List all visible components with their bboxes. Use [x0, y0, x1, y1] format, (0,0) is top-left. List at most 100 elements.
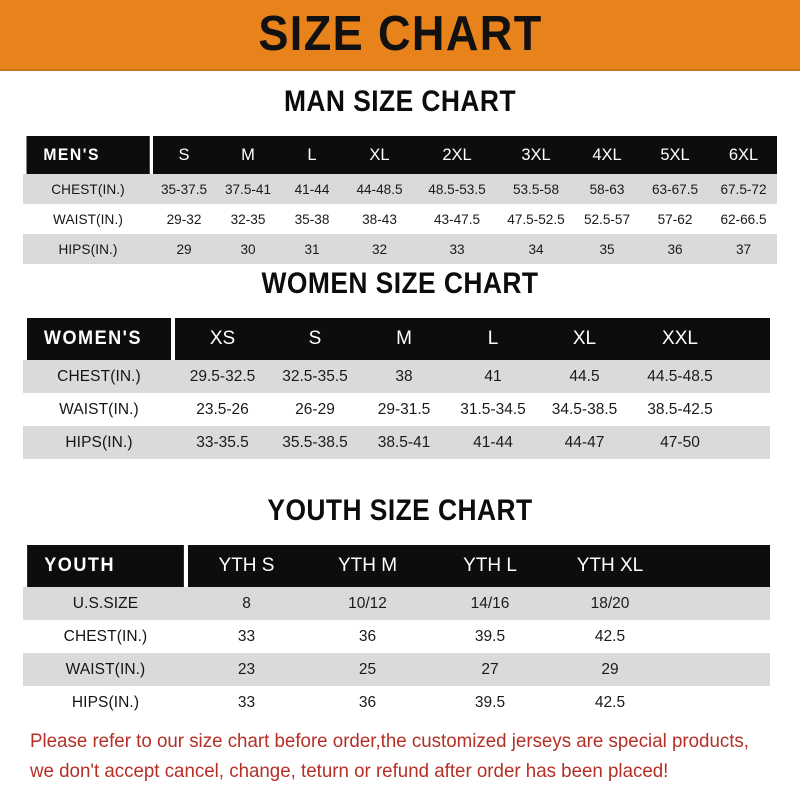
men-cell-r0-c0: 35-37.5	[153, 174, 215, 204]
men-size-header-7: 5XL	[640, 136, 710, 174]
youth-row-label-0: U.S.SIZE	[23, 587, 188, 620]
youth-size-table: YOUTH YTH S YTH M YTH L YTH XL U.S.SIZE 8 10/1…	[23, 545, 770, 719]
women-cell-r1-c0: 23.5-26	[175, 393, 270, 426]
women-row-label-2: HIPS(IN.)	[23, 426, 175, 459]
table-row: WAIST(IN.) 29-32 32-35 35-38 38-43 43-47.5 47.…	[23, 204, 777, 234]
youth-chart-heading: YOUTH SIZE CHART	[267, 494, 533, 527]
youth-cell-r1-c1: 36	[305, 620, 430, 653]
women-cell-r0-c5: 44.5-48.5	[631, 360, 729, 393]
women-cell-r1-c2: 29-31.5	[360, 393, 448, 426]
women-size-header-4: XL	[538, 318, 631, 360]
men-cell-r0-c6: 58-63	[574, 174, 640, 204]
women-chart-heading: WOMEN SIZE CHART	[261, 267, 539, 300]
men-corner-label: MEN'S	[26, 136, 150, 174]
youth-size-header-2: YTH L	[430, 545, 550, 587]
youth-size-header-0: YTH S	[188, 545, 305, 587]
men-cell-r0-c1: 37.5-41	[215, 174, 281, 204]
men-cell-r1-c7: 57-62	[640, 204, 710, 234]
youth-cell-r0-c1: 10/12	[305, 587, 430, 620]
men-size-table: MEN'S S M L XL 2XL 3XL 4XL 5XL 6XL CHEST(IN.) 35-37…	[23, 136, 777, 264]
men-cell-r1-c8: 62-66.5	[710, 204, 777, 234]
women-size-header-3: L	[448, 318, 538, 360]
men-chart-heading: MAN SIZE CHART	[283, 85, 517, 118]
table-row: CHEST(IN.) 29.5-32.5 32.5-35.5 38 41 44.5 44.5…	[23, 360, 770, 393]
men-row-label-0: CHEST(IN.)	[23, 174, 153, 204]
youth-cell-r2-c2: 27	[430, 653, 550, 686]
table-row: WAIST(IN.) 23.5-26 26-29 29-31.5 31.5-34.5 34…	[23, 393, 770, 426]
women-cell-r0-c1: 32.5-35.5	[270, 360, 360, 393]
men-row-label-1: WAIST(IN.)	[23, 204, 153, 234]
men-cell-r1-c1: 32-35	[215, 204, 281, 234]
youth-cell-r1-c0: 33	[188, 620, 305, 653]
women-header-spacer	[729, 318, 770, 360]
women-size-header-5: XXL	[631, 318, 729, 360]
page-title: SIZE CHART	[257, 7, 543, 61]
men-row-label-2: HIPS(IN.)	[23, 234, 153, 264]
women-size-header-2: M	[360, 318, 448, 360]
women-size-table: WOMEN'S XS S M L XL XXL CHEST(IN.) 29.5-32.5 32.…	[23, 318, 770, 459]
table-row: U.S.SIZE 8 10/12 14/16 18/20	[23, 587, 770, 620]
table-row: CHEST(IN.) 35-37.5 37.5-41 41-44 44-48.5 48.5…	[23, 174, 777, 204]
men-size-header-3: XL	[343, 136, 416, 174]
disclaimer-line-1: Please refer to our size chart before or…	[30, 730, 749, 752]
men-cell-r2-c2: 31	[281, 234, 343, 264]
youth-row-label-2: WAIST(IN.)	[23, 653, 188, 686]
youth-row-label-1: CHEST(IN.)	[23, 620, 188, 653]
men-size-header-5: 3XL	[498, 136, 574, 174]
youth-cell-r3-c2: 39.5	[430, 686, 550, 719]
women-table: WOMEN'S XS S M L XL XXL CHEST(IN.) 29.5-32.5 32.…	[23, 318, 770, 459]
men-table: MEN'S S M L XL 2XL 3XL 4XL 5XL 6XL CHEST(IN.) 35-37…	[23, 136, 777, 264]
men-cell-r1-c6: 52.5-57	[574, 204, 640, 234]
youth-cell-r2-c1: 25	[305, 653, 430, 686]
youth-cell-r2-c3: 29	[550, 653, 670, 686]
disclaimer-line-2: we don't accept cancel, change, teturn o…	[30, 760, 669, 782]
men-cell-r0-c8: 67.5-72	[710, 174, 777, 204]
men-cell-r2-c6: 35	[574, 234, 640, 264]
women-cell-r2-c4: 44-47	[538, 426, 631, 459]
men-size-header-0: S	[153, 136, 215, 174]
youth-cell-r1-c3: 42.5	[550, 620, 670, 653]
men-cell-r2-c7: 36	[640, 234, 710, 264]
men-cell-r1-c2: 35-38	[281, 204, 343, 234]
men-size-header-2: L	[281, 136, 343, 174]
women-cell-r0-c4: 44.5	[538, 360, 631, 393]
men-cell-r1-c4: 43-47.5	[416, 204, 498, 234]
youth-size-header-1: YTH M	[305, 545, 430, 587]
women-size-header-1: S	[270, 318, 360, 360]
youth-cell-r1-c2: 39.5	[430, 620, 550, 653]
men-cell-r0-c4: 48.5-53.5	[416, 174, 498, 204]
youth-corner-label: YOUTH	[27, 545, 184, 587]
table-row: HIPS(IN.) 29 30 31 32 33 34 35 36 37	[23, 234, 777, 264]
men-cell-r2-c8: 37	[710, 234, 777, 264]
youth-size-header-3: YTH XL	[550, 545, 670, 587]
men-size-header-8: 6XL	[710, 136, 777, 174]
page-banner: SIZE CHART	[0, 0, 800, 71]
men-cell-r2-c5: 34	[498, 234, 574, 264]
section-heading-men: MAN SIZE CHART	[0, 85, 800, 119]
men-cell-r0-c2: 41-44	[281, 174, 343, 204]
youth-cell-r3-c3: 42.5	[550, 686, 670, 719]
section-heading-women: WOMEN SIZE CHART	[0, 267, 800, 301]
men-size-header-4: 2XL	[416, 136, 498, 174]
women-cell-r2-c0: 33-35.5	[175, 426, 270, 459]
women-cell-spacer	[729, 360, 770, 393]
women-cell-r0-c2: 38	[360, 360, 448, 393]
youth-cell-r0-c0: 8	[188, 587, 305, 620]
women-cell-r2-c2: 38.5-41	[360, 426, 448, 459]
footer-disclaimer: Please refer to our size chart before or…	[30, 726, 778, 786]
men-size-header-1: M	[215, 136, 281, 174]
men-cell-r0-c7: 63-67.5	[640, 174, 710, 204]
women-cell-spacer	[729, 426, 770, 459]
youth-cell-spacer	[670, 587, 770, 620]
men-cell-r2-c0: 29	[153, 234, 215, 264]
women-row-label-1: WAIST(IN.)	[23, 393, 175, 426]
youth-cell-r3-c0: 33	[188, 686, 305, 719]
men-cell-r2-c1: 30	[215, 234, 281, 264]
section-heading-youth: YOUTH SIZE CHART	[0, 494, 800, 528]
youth-cell-spacer	[670, 620, 770, 653]
men-cell-r1-c3: 38-43	[343, 204, 416, 234]
youth-header-spacer	[670, 545, 770, 587]
women-cell-spacer	[729, 393, 770, 426]
men-cell-r2-c4: 33	[416, 234, 498, 264]
